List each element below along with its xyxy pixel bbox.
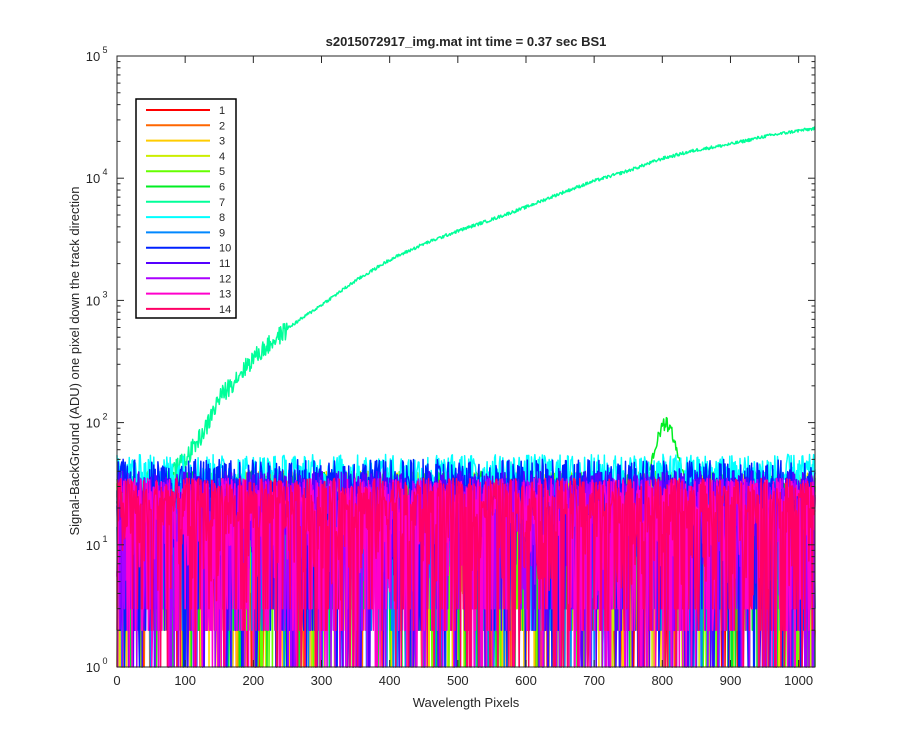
- legend-label-8: 8: [219, 212, 225, 224]
- legend-label-2: 2: [219, 120, 225, 132]
- legend-label-3: 3: [219, 136, 225, 148]
- y-tick-label: 10: [86, 538, 100, 553]
- y-tick-exponent: 2: [102, 412, 107, 422]
- series-layer: [116, 126, 816, 668]
- legend-label-4: 4: [219, 151, 225, 163]
- y-axis-label: Signal-BackGround (ADU) one pixel down t…: [67, 186, 82, 535]
- chart-title: s2015072917_img.mat int time = 0.37 sec …: [326, 34, 607, 49]
- legend-label-1: 1: [219, 105, 225, 117]
- legend-label-12: 12: [219, 273, 231, 285]
- x-tick-label: 1000: [784, 673, 813, 688]
- y-tick-exponent: 1: [102, 534, 107, 544]
- legend-label-14: 14: [219, 304, 231, 316]
- legend-label-13: 13: [219, 289, 231, 301]
- y-tick-exponent: 3: [102, 289, 107, 299]
- legend-label-9: 9: [219, 227, 225, 239]
- x-tick-label: 200: [242, 673, 264, 688]
- y-tick-label: 10: [86, 171, 100, 186]
- x-tick-label: 600: [515, 673, 537, 688]
- x-tick-label: 400: [379, 673, 401, 688]
- x-tick-label: 100: [174, 673, 196, 688]
- x-axis-label: Wavelength Pixels: [413, 695, 520, 710]
- plot-frame: [116, 55, 816, 668]
- y-tick-label: 10: [86, 293, 100, 308]
- x-tick-label: 300: [311, 673, 333, 688]
- y-tick-exponent: 0: [102, 656, 107, 666]
- x-tick-label: 500: [447, 673, 469, 688]
- y-tick-label: 10: [86, 49, 100, 64]
- x-tick-label: 900: [720, 673, 742, 688]
- x-ticks: 0 100 200 300 400 500 600 700 800 900 1000: [113, 56, 813, 688]
- x-tick-label: 700: [583, 673, 605, 688]
- legend-label-7: 7: [219, 197, 225, 209]
- legend-box: [135, 98, 237, 319]
- x-tick-label: 800: [651, 673, 673, 688]
- legend-label-6: 6: [219, 182, 225, 194]
- legend-label-11: 11: [219, 258, 230, 270]
- x-tick-label: 0: [113, 673, 120, 688]
- y-tick-label: 10: [86, 660, 100, 675]
- y-tick-exponent: 5: [102, 45, 107, 55]
- legend-label-5: 5: [219, 166, 225, 178]
- series-7-line: [116, 126, 816, 496]
- y-tick-exponent: 4: [102, 167, 107, 177]
- legend-label-10: 10: [219, 243, 231, 255]
- y-tick-label: 10: [86, 416, 100, 431]
- series-14-line: [116, 477, 816, 668]
